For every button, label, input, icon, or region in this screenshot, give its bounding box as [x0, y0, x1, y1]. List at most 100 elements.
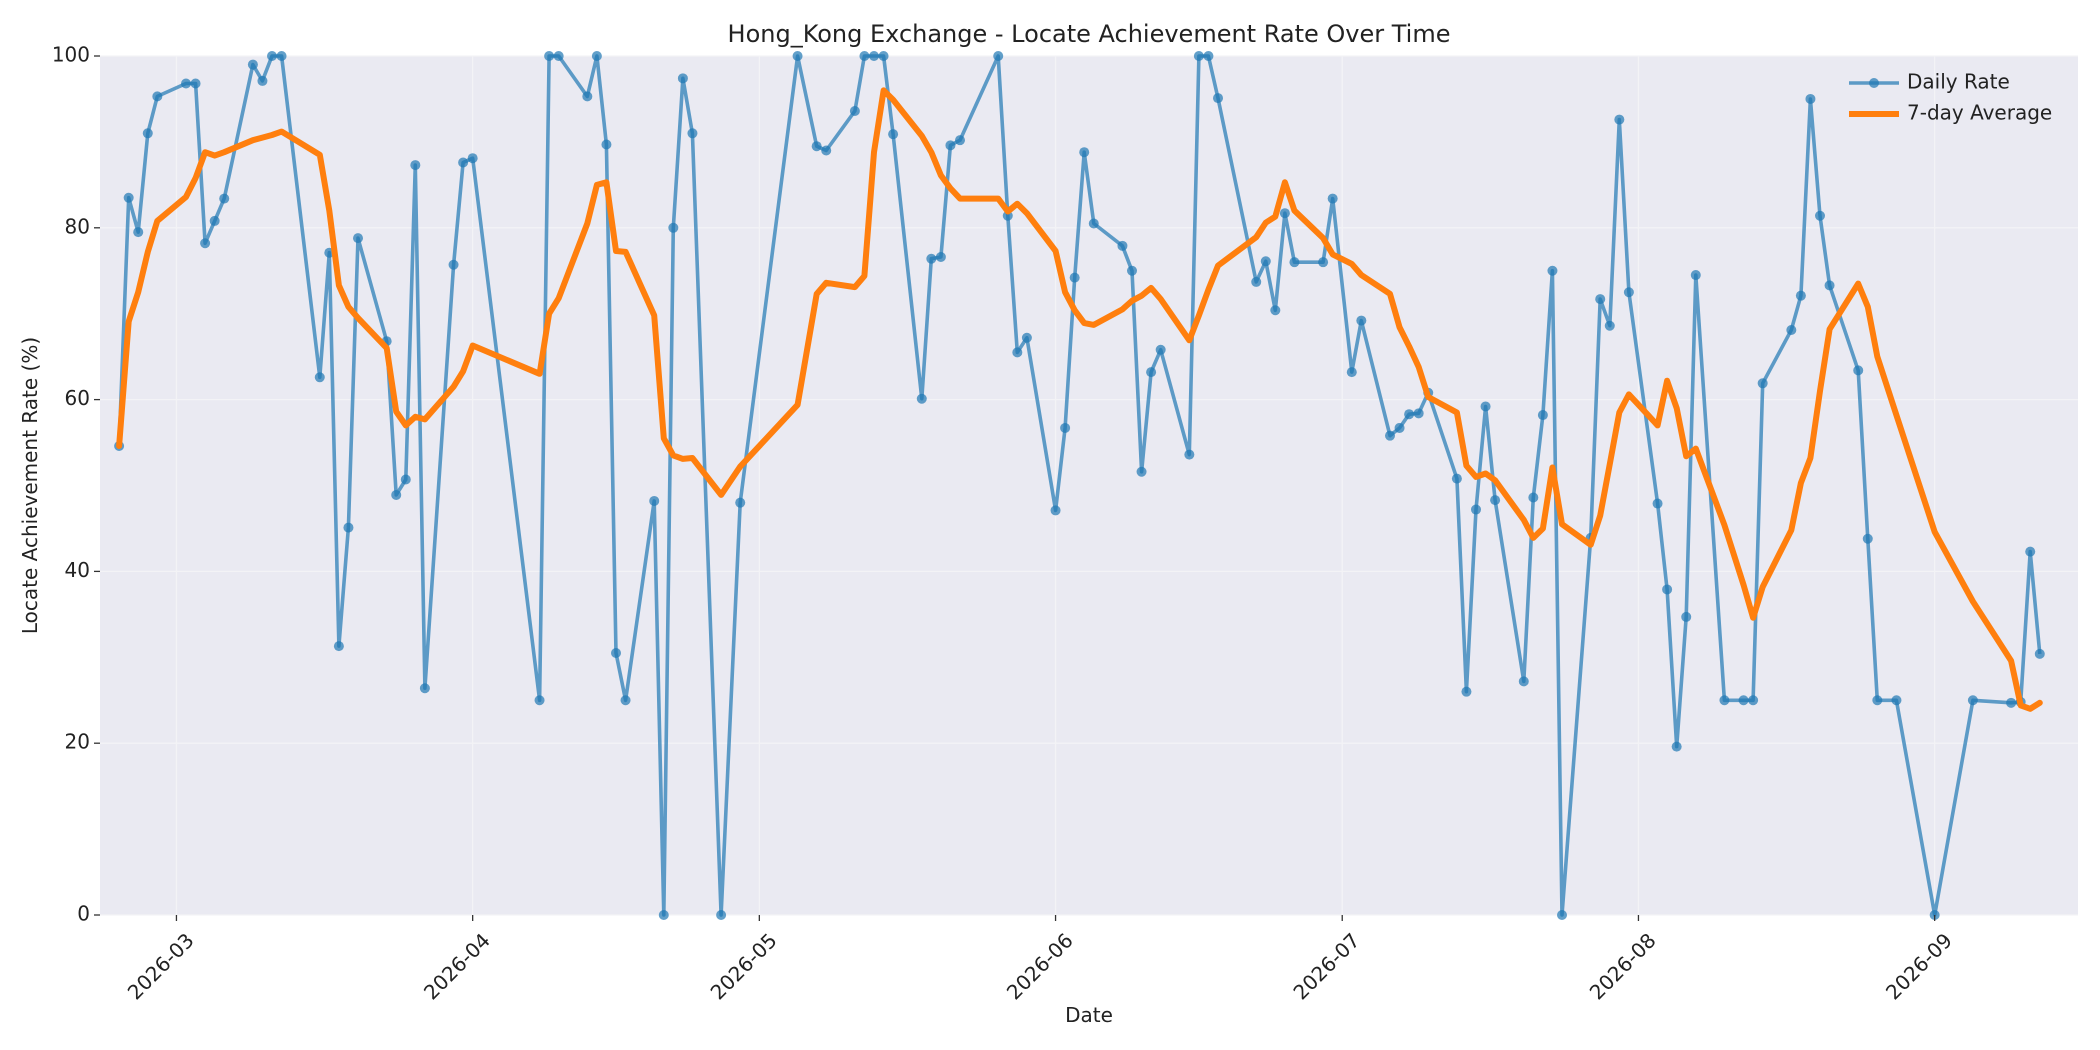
- daily-rate-point: [1279, 208, 1290, 219]
- daily-rate-point: [1862, 533, 1873, 544]
- daily-rate-point: [152, 91, 163, 102]
- series-7-day-average: [116, 87, 2043, 712]
- daily-rate-point: [1872, 695, 1883, 706]
- daily-rate-point: [2034, 648, 2045, 659]
- legend-marker-daily-rate: [1869, 78, 1879, 88]
- daily-rate-point: [1203, 51, 1214, 61]
- daily-rate-point: [1146, 367, 1157, 378]
- daily-rate-point: [200, 238, 211, 249]
- daily-rate-point: [1413, 408, 1424, 419]
- daily-rate-point: [811, 141, 822, 152]
- daily-rate-point: [1404, 409, 1415, 420]
- daily-rate-point: [1461, 686, 1472, 697]
- daily-rate-point: [1184, 449, 1195, 460]
- daily-rate-point: [1662, 584, 1673, 595]
- y-axis-label: Locate Achievement Rate (%): [18, 337, 42, 634]
- daily-rate-point: [1289, 257, 1300, 268]
- daily-rate-point: [1490, 495, 1501, 506]
- daily-rate-point: [1193, 51, 1204, 61]
- daily-rate-point: [1652, 498, 1663, 509]
- y-tick-label: 80: [65, 214, 90, 238]
- y-tick-label: 100: [52, 43, 90, 67]
- legend: Daily Rate 7-day Average: [1849, 70, 2052, 125]
- daily-rate-point: [1127, 265, 1137, 276]
- daily-rate-point: [209, 215, 220, 226]
- daily-rate-point: [1050, 505, 1061, 516]
- daily-rate-point: [1805, 93, 1816, 104]
- daily-rate-point: [353, 233, 363, 244]
- daily-rate-point: [1748, 695, 1759, 706]
- daily-rate-point: [1623, 287, 1634, 298]
- daily-rate-point: [582, 91, 593, 102]
- daily-rate-point: [1117, 240, 1128, 251]
- daily-rate-point: [658, 910, 669, 920]
- daily-rate-point: [1451, 473, 1462, 484]
- daily-rate-point: [955, 135, 965, 146]
- daily-rate-point: [123, 192, 134, 203]
- daily-rate-point: [1260, 256, 1271, 267]
- 7-day-average-line: [116, 87, 2043, 712]
- daily-rate-point: [2006, 697, 2017, 708]
- daily-rate-point: [1518, 676, 1529, 687]
- daily-rate-point: [620, 695, 631, 706]
- y-tick-label: 20: [65, 730, 90, 754]
- daily-rate-point: [1079, 147, 1090, 158]
- daily-rate-point: [1012, 347, 1023, 358]
- daily-rate-point: [1681, 611, 1692, 622]
- daily-rate-point: [849, 105, 860, 116]
- daily-rate-point: [687, 128, 698, 139]
- daily-rate-point: [448, 259, 459, 270]
- daily-rate-point: [1069, 272, 1080, 283]
- daily-rate-point: [1853, 365, 1864, 376]
- daily-rate-point: [1356, 315, 1367, 326]
- daily-rate-point: [668, 222, 679, 233]
- daily-rate-point: [1060, 422, 1071, 433]
- daily-rate-point: [878, 51, 889, 61]
- daily-rate-point: [219, 193, 230, 204]
- daily-rate-point: [1557, 910, 1567, 920]
- daily-rate-point: [916, 393, 927, 404]
- daily-rate-point: [1213, 93, 1223, 104]
- daily-rate-point: [1604, 320, 1615, 331]
- y-tick-label: 60: [65, 386, 90, 410]
- daily-rate-point: [1967, 695, 1978, 706]
- daily-rate-point: [1891, 695, 1902, 706]
- daily-rate-point: [257, 75, 268, 86]
- daily-rate-point: [1824, 280, 1835, 291]
- series-daily-rate: [114, 51, 2045, 920]
- daily-rate-point: [1614, 114, 1625, 125]
- daily-rate-point: [1327, 193, 1338, 204]
- daily-rate-point: [935, 252, 946, 263]
- daily-rate-point: [181, 78, 191, 89]
- daily-rate-point: [1346, 367, 1357, 378]
- daily-rate-point: [534, 695, 545, 706]
- daily-rate-point: [314, 372, 325, 383]
- daily-rate-point: [611, 648, 621, 659]
- daily-rate-point: [1251, 276, 1262, 287]
- daily-rate-point: [1021, 332, 1032, 343]
- legend-label-daily-rate: Daily Rate: [1907, 70, 2010, 94]
- legend-label-7-day-average: 7-day Average: [1907, 101, 2052, 125]
- daily-rate-point: [142, 128, 153, 139]
- daily-rate-point: [869, 51, 879, 61]
- x-axis-label: Date: [1065, 1003, 1113, 1027]
- grid: [100, 55, 2078, 916]
- daily-rate-point: [410, 160, 421, 171]
- daily-rate-point: [716, 910, 727, 920]
- daily-rate-point: [1786, 325, 1797, 336]
- daily-rate-point: [591, 51, 602, 61]
- daily-rate-point: [677, 73, 688, 84]
- daily-rate-point: [1318, 257, 1329, 268]
- daily-rate-point: [1738, 695, 1749, 706]
- daily-rate-point: [1537, 410, 1548, 421]
- daily-rate-point: [649, 495, 660, 506]
- daily-rate-point: [1155, 344, 1166, 355]
- daily-rate-point: [1815, 210, 1825, 221]
- daily-rate-point: [391, 489, 402, 500]
- series-layer: [114, 51, 2045, 920]
- daily-rate-point: [1394, 422, 1405, 433]
- daily-rate-point: [2025, 546, 2036, 557]
- daily-rate-point: [333, 641, 344, 652]
- y-tick-label: 40: [65, 558, 90, 582]
